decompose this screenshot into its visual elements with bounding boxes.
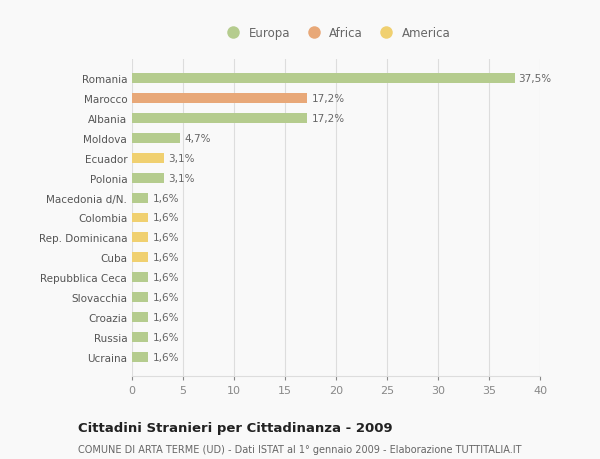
Bar [132, 312, 148, 322]
Text: Cittadini Stranieri per Cittadinanza - 2009: Cittadini Stranieri per Cittadinanza - 2… [78, 421, 392, 434]
Text: 1,6%: 1,6% [152, 213, 179, 223]
Text: COMUNE DI ARTA TERME (UD) - Dati ISTAT al 1° gennaio 2009 - Elaborazione TUTTITA: COMUNE DI ARTA TERME (UD) - Dati ISTAT a… [78, 444, 521, 454]
Text: 37,5%: 37,5% [518, 74, 552, 84]
Bar [132, 174, 164, 183]
Bar [132, 292, 148, 302]
Bar [132, 213, 148, 223]
Legend: Europa, Africa, America: Europa, Africa, America [219, 24, 453, 42]
Text: 1,6%: 1,6% [152, 193, 179, 203]
Bar [132, 273, 148, 283]
Bar [132, 114, 307, 124]
Bar [132, 332, 148, 342]
Bar [132, 153, 164, 163]
Bar [132, 74, 515, 84]
Text: 1,6%: 1,6% [152, 352, 179, 362]
Text: 3,1%: 3,1% [168, 153, 194, 163]
Text: 4,7%: 4,7% [184, 134, 211, 144]
Text: 1,6%: 1,6% [152, 332, 179, 342]
Bar [132, 134, 180, 144]
Text: 1,6%: 1,6% [152, 253, 179, 263]
Text: 17,2%: 17,2% [311, 94, 344, 104]
Bar [132, 94, 307, 104]
Bar [132, 193, 148, 203]
Text: 1,6%: 1,6% [152, 292, 179, 302]
Bar [132, 253, 148, 263]
Bar [132, 233, 148, 243]
Text: 1,6%: 1,6% [152, 273, 179, 283]
Text: 1,6%: 1,6% [152, 312, 179, 322]
Text: 1,6%: 1,6% [152, 233, 179, 243]
Bar [132, 352, 148, 362]
Text: 3,1%: 3,1% [168, 174, 194, 183]
Text: 17,2%: 17,2% [311, 114, 344, 124]
